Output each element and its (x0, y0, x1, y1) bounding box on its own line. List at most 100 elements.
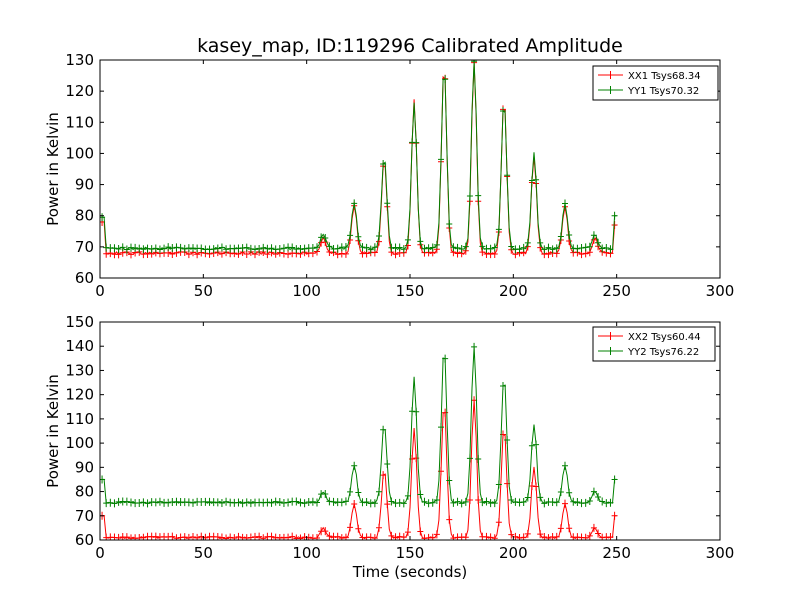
data-point (314, 498, 320, 507)
data-point (553, 498, 560, 507)
data-point (376, 231, 382, 240)
data-point (359, 243, 366, 252)
data-point (380, 471, 387, 480)
data-point (223, 245, 230, 254)
data-point (537, 238, 544, 247)
data-point (533, 440, 540, 449)
data-point (599, 497, 606, 506)
data-point (537, 530, 544, 539)
data-point (152, 498, 159, 507)
series-1-2 (100, 60, 618, 254)
x-tick-label: 300 (706, 544, 735, 562)
data-point (326, 242, 333, 251)
data-point (446, 220, 453, 229)
data-point (322, 527, 329, 536)
data-point (475, 454, 482, 463)
data-point (247, 533, 254, 540)
data-point (599, 244, 606, 253)
data-point (557, 232, 564, 241)
data-point (152, 244, 159, 253)
data-point (450, 243, 457, 252)
data-point (433, 495, 440, 504)
y-tick-label: 120 (65, 386, 94, 404)
data-point (607, 498, 614, 507)
data-point (520, 498, 527, 507)
data-point (475, 191, 482, 200)
data-point (574, 497, 581, 506)
y-tick-label: 150 (65, 313, 94, 331)
y-tick-label: 130 (65, 361, 94, 379)
data-point (268, 244, 275, 253)
data-point (533, 175, 540, 184)
data-point (520, 243, 527, 252)
y-tick-label: 130 (65, 51, 94, 69)
data-point (524, 493, 531, 502)
data-point (185, 498, 192, 507)
data-point (553, 244, 560, 253)
y-tick-label: 60 (75, 269, 94, 287)
top-plot: 0 50 100 150 200 250 300 60 70 80 90 100 110 120 130 Po… (44, 51, 734, 300)
data-point (326, 497, 333, 506)
data-point (355, 232, 362, 241)
x-tick-label: 0 (95, 544, 105, 562)
data-point (429, 243, 436, 252)
series-line (102, 62, 617, 255)
data-point (214, 498, 221, 507)
data-point (256, 244, 263, 253)
legend: XX1 Tsys68.34 YY1 Tsys70.32 (592, 65, 719, 101)
data-point (115, 533, 122, 540)
y-tick-label: 110 (65, 410, 94, 428)
data-point (487, 244, 494, 253)
data-point (586, 531, 593, 540)
legend-marker (607, 86, 614, 94)
data-point (466, 191, 473, 200)
series-markers (100, 396, 618, 540)
data-point (388, 531, 395, 540)
legend-marker (607, 332, 614, 340)
data-point (491, 534, 498, 540)
y-tick-label: 90 (75, 176, 94, 194)
data-point (227, 533, 234, 540)
data-point (442, 354, 449, 363)
data-point (173, 534, 180, 540)
data-point (367, 245, 374, 254)
data-point (198, 244, 205, 253)
data-point (491, 243, 498, 252)
data-point (508, 242, 515, 251)
data-point (136, 244, 143, 253)
data-point (384, 459, 391, 468)
data-point (545, 534, 552, 540)
data-point (293, 497, 300, 506)
data-point (260, 243, 267, 252)
data-point (500, 382, 506, 391)
data-point (363, 498, 370, 507)
series-line (102, 346, 617, 504)
legend-marker (607, 71, 614, 79)
data-point (566, 231, 573, 240)
data-point (384, 500, 391, 509)
data-point (438, 155, 444, 164)
y-tick-label: 100 (65, 144, 94, 162)
data-point (595, 238, 602, 247)
y-tick-label: 70 (75, 238, 94, 256)
data-point (223, 497, 230, 506)
data-point (322, 233, 329, 242)
data-point (264, 244, 271, 253)
data-point (392, 250, 399, 259)
data-point (446, 476, 453, 485)
data-point (285, 498, 292, 507)
data-point (107, 498, 114, 507)
bottom-plot: 0 50 100 150 200 250 300 60 70 80 90 100 110 120 130 14… (44, 313, 734, 581)
data-point (144, 244, 151, 253)
data-point (243, 243, 250, 252)
data-point (590, 487, 597, 496)
data-point (256, 532, 263, 540)
data-point (268, 498, 275, 507)
data-point (471, 342, 478, 351)
data-point (595, 493, 602, 502)
data-point (475, 495, 482, 504)
data-point (185, 533, 192, 540)
data-point (276, 498, 283, 507)
data-point (438, 423, 444, 432)
